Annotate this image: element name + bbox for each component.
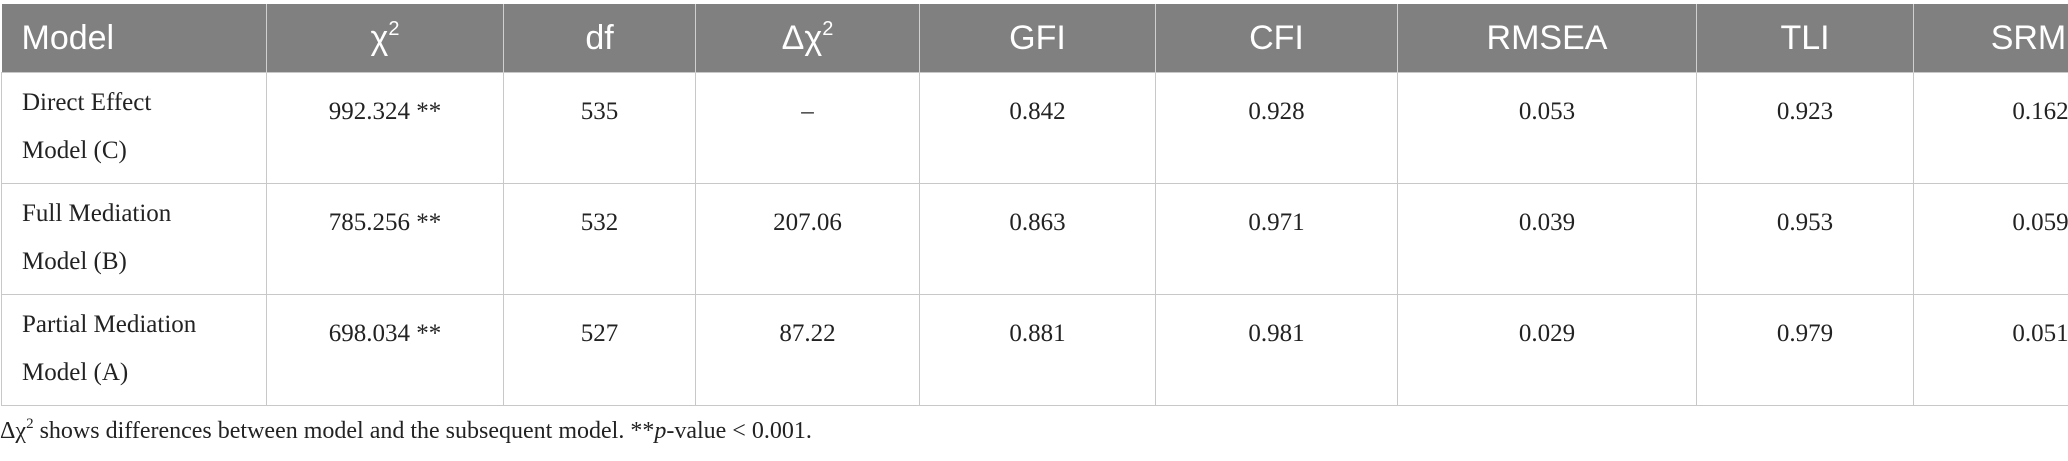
cell-model: Partial Mediation Model (A) — [1, 294, 267, 406]
cell-chi2: 698.034 ** — [266, 294, 504, 406]
cell-gfi: 0.863 — [919, 183, 1156, 295]
cell-model: Full Mediation Model (B) — [1, 183, 267, 295]
cell-gfi: 0.842 — [919, 72, 1156, 184]
cell-chi2: 992.324 ** — [266, 72, 504, 184]
cell-tli: 0.953 — [1696, 183, 1914, 295]
cell-tli: 0.923 — [1696, 72, 1914, 184]
table-header-row: Model χ2 df Δχ2 GFI CFI RMSEA TLI SRMR — [1, 4, 2068, 73]
cell-delta-chi2: 87.22 — [695, 294, 920, 406]
header-model: Model — [1, 4, 267, 73]
cell-df: 527 — [503, 294, 696, 406]
cell-rmsea: 0.053 — [1397, 72, 1697, 184]
cell-delta-chi2: – — [695, 72, 920, 184]
cell-srmr: 0.051 — [1913, 294, 2068, 406]
cell-cfi: 0.971 — [1155, 183, 1398, 295]
cell-delta-chi2: 207.06 — [695, 183, 920, 295]
cell-df: 535 — [503, 72, 696, 184]
header-srmr: SRMR — [1913, 4, 2068, 73]
header-gfi: GFI — [919, 4, 1156, 73]
model-fit-table: Model χ2 df Δχ2 GFI CFI RMSEA TLI SRMR D… — [1, 4, 2068, 406]
cell-model: Direct Effect Model (C) — [1, 72, 267, 184]
cell-chi2: 785.256 ** — [266, 183, 504, 295]
cell-tli: 0.979 — [1696, 294, 1914, 406]
cell-rmsea: 0.029 — [1397, 294, 1697, 406]
header-rmsea: RMSEA — [1397, 4, 1697, 73]
table-row: Partial Mediation Model (A) 698.034 ** 52… — [1, 294, 2068, 406]
table-row: Full Mediation Model (B) 785.256 ** 532 2… — [1, 183, 2068, 295]
cell-gfi: 0.881 — [919, 294, 1156, 406]
header-chi2: χ2 — [266, 4, 504, 73]
fit-indices-table-container: Model χ2 df Δχ2 GFI CFI RMSEA TLI SRMR D… — [0, 4, 2068, 406]
cell-cfi: 0.928 — [1155, 72, 1398, 184]
header-df: df — [503, 4, 696, 73]
cell-srmr: 0.059 — [1913, 183, 2068, 295]
header-delta-chi2: Δχ2 — [695, 4, 920, 73]
table-row: Direct Effect Model (C) 992.324 ** 535 – … — [1, 72, 2068, 184]
cell-srmr: 0.162 — [1913, 72, 2068, 184]
cell-rmsea: 0.039 — [1397, 183, 1697, 295]
header-cfi: CFI — [1155, 4, 1398, 73]
cell-df: 532 — [503, 183, 696, 295]
cell-cfi: 0.981 — [1155, 294, 1398, 406]
table-footnote: Δχ2 shows differences between model and … — [0, 416, 812, 445]
header-tli: TLI — [1696, 4, 1914, 73]
